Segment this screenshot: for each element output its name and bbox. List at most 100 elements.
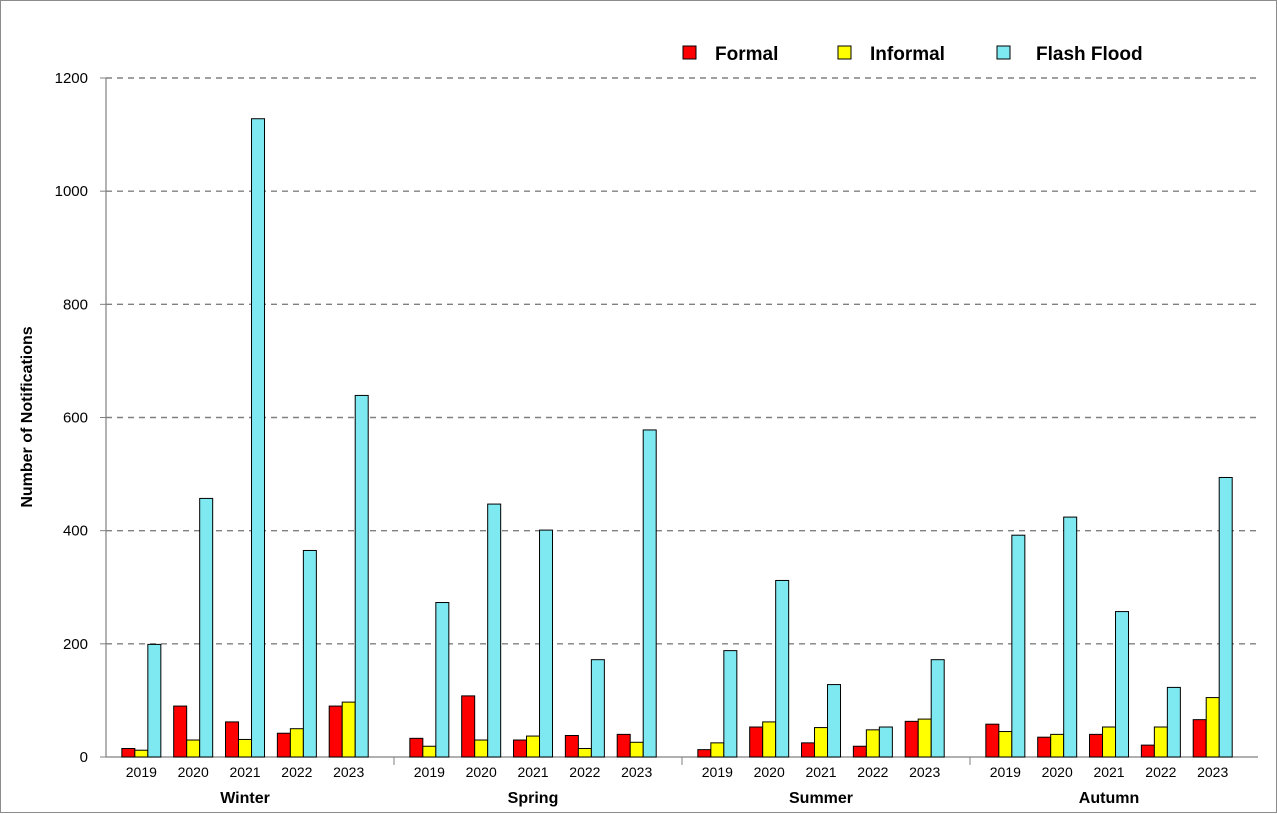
- bar-flash-flood: [1166, 686, 1181, 758]
- x-group-label-season: Summer: [789, 790, 853, 807]
- bar-informal: [710, 742, 725, 758]
- bar-formal: [173, 705, 188, 758]
- x-tick-label-year: 2021: [1093, 764, 1124, 780]
- bar-flash-flood: [1063, 516, 1078, 758]
- bar-formal: [121, 748, 136, 758]
- x-group-label-season: Autumn: [1079, 790, 1139, 807]
- bar-formal: [985, 723, 1000, 758]
- y-tick-label: 600: [63, 410, 88, 427]
- bar-flash-flood: [1218, 476, 1233, 758]
- bar-formal: [1089, 733, 1104, 758]
- x-tick-label-year: 2022: [569, 764, 600, 780]
- bar-informal: [865, 729, 880, 758]
- bar-formal: [328, 705, 343, 758]
- x-tick-label-year: 2021: [517, 764, 548, 780]
- x-group-label-season: Winter: [220, 790, 270, 807]
- x-group-label-season: Spring: [508, 790, 559, 807]
- bar-informal: [1102, 726, 1117, 758]
- bar-formal: [513, 739, 528, 758]
- legend-swatch: [996, 45, 1011, 60]
- bar-flash-flood: [354, 394, 369, 758]
- bar-informal: [526, 735, 541, 758]
- bar-flash-flood: [487, 503, 502, 758]
- bar-formal: [564, 734, 579, 758]
- bar-informal: [998, 731, 1013, 758]
- bar-formal: [276, 732, 291, 758]
- bar-informal: [238, 738, 253, 758]
- bar-formal: [225, 721, 240, 758]
- bar-flash-flood: [199, 497, 214, 758]
- bar-formal: [697, 749, 712, 758]
- bar-formal: [1037, 736, 1052, 758]
- x-tick-label-year: 2023: [621, 764, 652, 780]
- bar-flash-flood: [302, 549, 317, 758]
- bar-formal: [1192, 719, 1207, 758]
- x-tick-label-year: 2021: [805, 764, 836, 780]
- y-tick-label: 1000: [55, 183, 88, 200]
- x-tick-label-year: 2023: [909, 764, 940, 780]
- bar-informal: [762, 721, 777, 758]
- bar-formal: [852, 745, 867, 758]
- bar-informal: [289, 728, 304, 758]
- bar-informal: [577, 748, 592, 758]
- x-tick-label-year: 2022: [281, 764, 312, 780]
- x-tick-label-year: 2020: [1042, 764, 1073, 780]
- bar-flash-flood: [1115, 611, 1130, 758]
- x-tick-label-year: 2022: [1145, 764, 1176, 780]
- bar-flash-flood: [723, 650, 738, 758]
- bar-informal: [134, 749, 149, 758]
- bar-informal: [422, 745, 437, 758]
- bar-flash-flood: [1011, 534, 1026, 758]
- bar-flash-flood: [930, 659, 945, 758]
- legend-swatch: [837, 45, 852, 60]
- x-tick-label-year: 2019: [990, 764, 1021, 780]
- bar-flash-flood: [775, 579, 790, 758]
- legend: Formal Informal Flash Flood: [682, 44, 1143, 65]
- bar-informal: [341, 701, 356, 758]
- x-tick-label-year: 2019: [126, 764, 157, 780]
- x-tick-label-year: 2020: [754, 764, 785, 780]
- bars: [121, 118, 1233, 758]
- y-tick-label: 0: [80, 749, 88, 766]
- bar-flash-flood: [435, 602, 450, 758]
- legend-swatch: [682, 45, 697, 60]
- bar-flash-flood: [878, 726, 893, 758]
- x-tick-label-year: 2019: [702, 764, 733, 780]
- bar-flash-flood: [642, 429, 657, 758]
- legend-label: Flash Flood: [1036, 44, 1143, 65]
- bar-flash-flood: [827, 684, 842, 758]
- y-axis-label: Number of Notifications: [19, 326, 36, 507]
- bar-informal: [814, 727, 829, 758]
- x-tick-label-year: 2023: [333, 764, 364, 780]
- legend-label: Formal: [715, 44, 778, 65]
- bar-informal: [1205, 697, 1220, 758]
- bar-formal: [1140, 744, 1155, 758]
- x-tick-label-year: 2021: [229, 764, 260, 780]
- bar-flash-flood: [539, 529, 554, 758]
- x-tick-label-year: 2019: [414, 764, 445, 780]
- bar-informal: [1153, 726, 1168, 758]
- x-tick-label-year: 2022: [857, 764, 888, 780]
- y-tick-label: 800: [63, 296, 88, 313]
- bar-formal: [749, 726, 764, 758]
- bar-informal: [1050, 733, 1065, 758]
- x-tick-label-year: 2023: [1197, 764, 1228, 780]
- x-tick-label-year: 2020: [466, 764, 497, 780]
- bar-informal: [917, 718, 932, 758]
- bar-flash-flood: [590, 659, 605, 758]
- bar-flash-flood: [251, 118, 266, 758]
- bar-informal: [186, 739, 201, 758]
- x-axis-labels: 2019 2020 2021 2022 2023 Winter 2019 2020 2021 20…: [126, 764, 1229, 807]
- x-tick-label-year: 2020: [178, 764, 209, 780]
- legend-label: Informal: [870, 44, 945, 65]
- bar-flash-flood: [147, 643, 162, 758]
- y-tick-label: 200: [63, 636, 88, 653]
- bar-formal: [409, 737, 424, 758]
- bar-formal: [616, 733, 631, 758]
- y-tick-label: 400: [63, 523, 88, 540]
- bar-formal: [461, 695, 476, 758]
- gridlines: [106, 77, 1258, 645]
- bar-formal: [904, 720, 919, 758]
- bar-informal: [474, 739, 489, 758]
